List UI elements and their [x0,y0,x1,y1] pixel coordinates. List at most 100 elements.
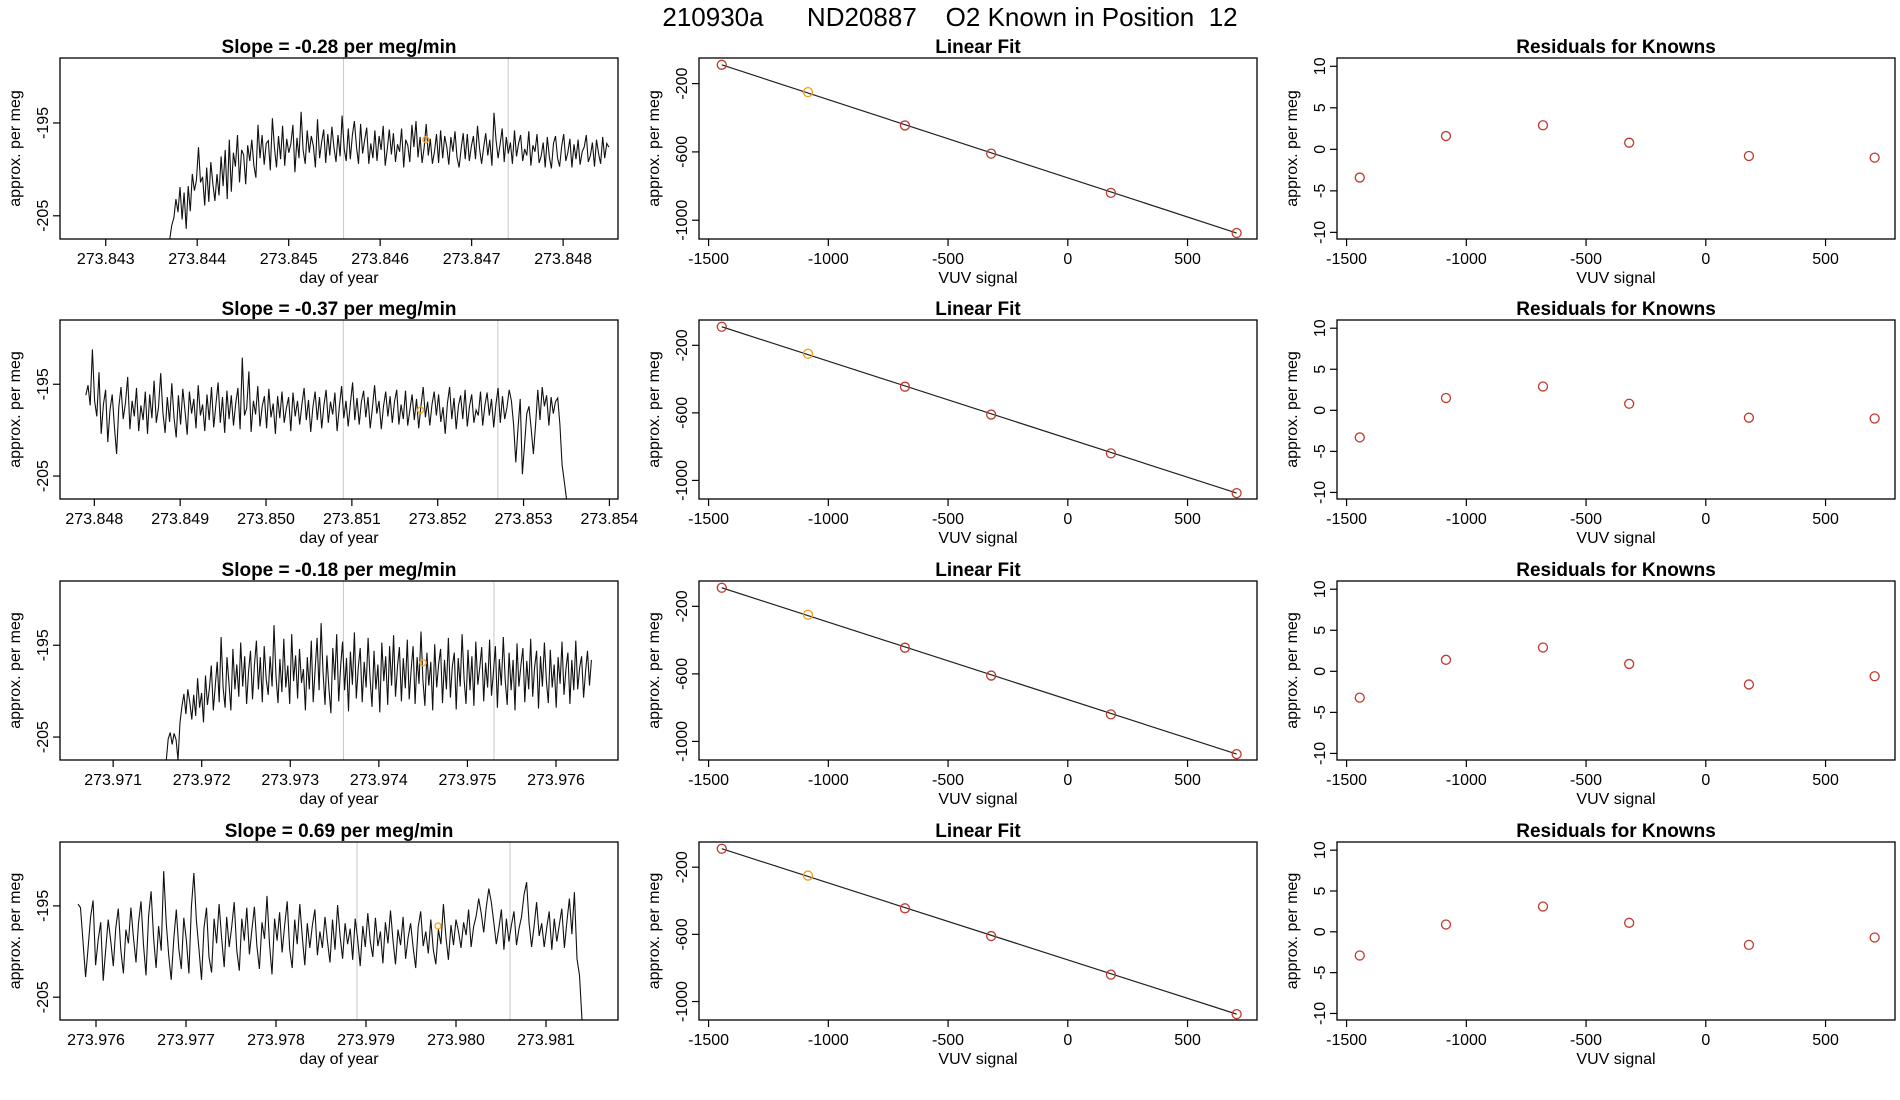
plot-frame [59,841,619,1021]
x-tick-label: -1500 [1326,251,1367,268]
data-point [1105,709,1117,720]
data-point [1440,392,1452,404]
y-tick-label: -205 [35,200,52,232]
x-tick-label: 0 [1063,1032,1072,1049]
x-tick-label: 273.977 [157,1032,215,1049]
data-point [1354,172,1365,183]
x-tick-label: 273.850 [237,511,295,528]
x-tick-label: 273.976 [527,772,585,789]
x-tick-label: 273.846 [351,251,409,268]
x-axis-label: VUV signal [1576,270,1655,287]
y-tick-label: -200 [674,590,691,622]
x-axis-label: VUV signal [938,1051,1017,1068]
x-tick-label: 273.848 [65,511,123,528]
y-tick-label: -205 [35,460,52,492]
plot-frame [1336,580,1896,761]
x-tick-label: -500 [932,511,964,528]
x-tick-label: 273.848 [534,251,592,268]
plot-frame [698,319,1258,500]
data-point [1624,658,1635,670]
data-point [1231,227,1242,239]
y-tick-label: -200 [674,329,691,361]
x-tick-label: 273.976 [67,1032,125,1049]
x-axis-label: VUV signal [1576,1051,1655,1068]
y-tick-label: -205 [35,721,52,753]
data-point [1440,130,1452,142]
x-tick-label: 500 [1174,511,1201,528]
x-tick-label: -1000 [808,251,849,268]
x-tick-label: 273.978 [247,1032,305,1049]
highlight-point [422,135,430,144]
panel-title: Linear Fit [935,560,1021,581]
data-point [1231,487,1242,499]
x-tick-label: 273.854 [580,511,638,528]
fit-line [721,848,1237,1015]
y-axis-label: approx. per meg [7,612,24,729]
x-tick-label: -500 [1570,1032,1602,1049]
panel-2-1: Slope = -0.37 per meg/min 273.848 273.849 2… [7,299,638,547]
data-point [1537,120,1549,131]
x-tick-label: 500 [1812,1032,1839,1049]
data-point [1231,748,1242,760]
y-tick-label: -600 [674,397,691,429]
panel-title: Slope = -0.18 per meg/min [222,560,457,581]
plot-frame [1336,841,1896,1021]
x-tick-label: 500 [1812,251,1839,268]
x-axis-label: VUV signal [1576,530,1655,547]
data-point [802,870,814,881]
data-point [1624,917,1635,928]
data-point [802,348,814,359]
data-point [1743,412,1755,423]
data-point [1624,137,1635,148]
y-tick-label: 5 [1312,365,1329,374]
panel-title: Linear Fit [935,37,1021,58]
data-line [169,111,610,239]
data-point [1869,671,1880,682]
y-tick-label: 0 [1312,406,1329,415]
x-tick-label: -1000 [808,1032,849,1049]
x-axis-label: VUV signal [938,270,1017,287]
y-tick-label: -195 [35,629,52,661]
data-point [1869,152,1880,163]
x-tick-label: 0 [1701,772,1710,789]
y-axis-label: approx. per meg [646,351,663,468]
highlight-point [434,922,442,930]
x-tick-label: 273.975 [439,772,497,789]
y-tick-label: -1000 [674,721,691,762]
y-tick-label: -1000 [674,200,691,241]
panel-title: Slope = 0.69 per meg/min [225,821,454,842]
x-axis-label: VUV signal [938,530,1017,547]
x-tick-label: 273.972 [173,772,231,789]
x-tick-label: -500 [1570,511,1602,528]
data-point [802,87,814,98]
x-axis-label: VUV signal [938,791,1017,808]
data-point [1354,692,1365,703]
y-axis-label: approx. per meg [1284,612,1301,729]
panel-title: Residuals for Knowns [1516,560,1716,581]
plot-frame [698,841,1258,1021]
data-point [1354,950,1365,961]
y-axis-label: approx. per meg [7,351,24,468]
y-axis-label: approx. per meg [1284,90,1301,207]
y-tick-label: 10 [1312,580,1329,598]
fit-line [721,587,1237,755]
data-line [165,623,592,760]
data-point [986,148,997,159]
y-axis-label: approx. per meg [7,873,24,990]
x-tick-label: 273.845 [260,251,318,268]
plot-frame [1336,57,1896,240]
y-axis-label: approx. per meg [646,873,663,990]
data-point [1869,932,1880,943]
x-tick-label: 0 [1701,251,1710,268]
data-point [1231,1008,1242,1020]
data-point [986,409,997,420]
y-tick-label: -600 [674,136,691,168]
data-point [1537,901,1549,912]
plot-frame [1336,319,1896,500]
highlight-point [416,406,425,414]
x-tick-label: -1000 [1446,511,1487,528]
x-tick-label: -1000 [808,772,849,789]
data-point [716,59,727,70]
plot-frame [698,580,1258,761]
y-tick-label: 0 [1312,667,1329,676]
